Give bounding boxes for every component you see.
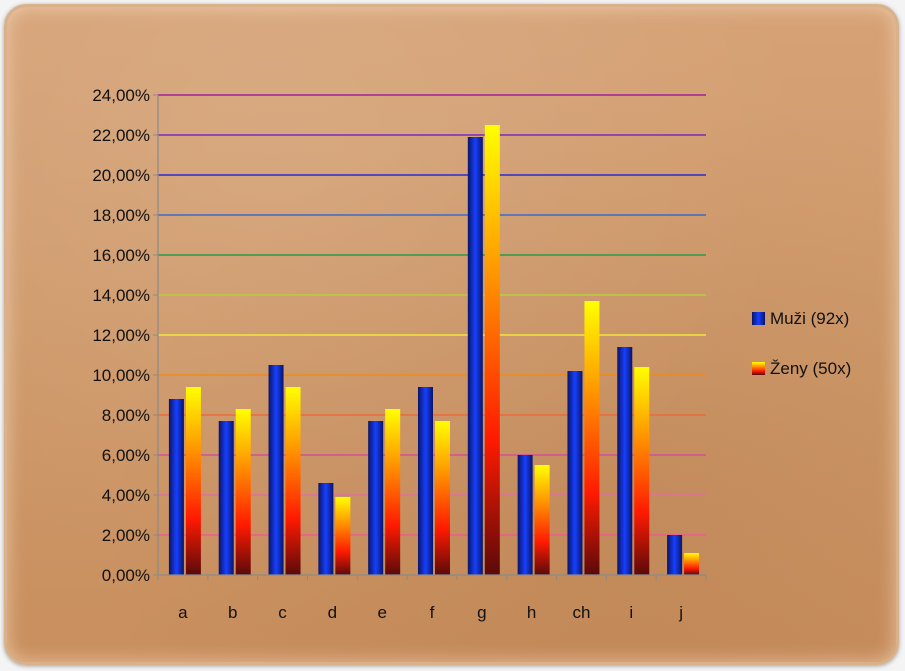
- bar-zeny-ch: [584, 301, 600, 575]
- bar-muzi-ch: [567, 371, 583, 575]
- bar-zeny-c: [285, 387, 301, 575]
- x-tick-label: i: [629, 603, 633, 622]
- bar-muzi-g: [467, 137, 483, 575]
- y-tick-label: 2,00%: [102, 526, 150, 545]
- bar-muzi-a: [168, 399, 184, 575]
- y-tick-label: 18,00%: [92, 206, 150, 225]
- y-tick-label: 16,00%: [92, 246, 150, 265]
- x-tick-label: d: [328, 603, 337, 622]
- x-tick-label: e: [377, 603, 386, 622]
- bar-zeny-a: [185, 387, 201, 575]
- axes: [157, 95, 706, 576]
- bar-zeny-i: [634, 367, 650, 575]
- bar-muzi-b: [218, 421, 234, 575]
- y-tick-label: 4,00%: [102, 486, 150, 505]
- bars: [168, 125, 700, 575]
- bar-muzi-d: [318, 483, 334, 575]
- bar-zeny-b: [235, 409, 251, 575]
- x-tick-label: a: [178, 603, 188, 622]
- y-tick-label: 12,00%: [92, 326, 150, 345]
- y-tick-label: 24,00%: [92, 86, 150, 105]
- legend-swatch-zeny: [752, 362, 765, 375]
- legend: Muži (92x) Ženy (50x): [752, 309, 851, 378]
- x-tick-label: h: [527, 603, 536, 622]
- legend-label-muzi: Muži (92x): [770, 309, 849, 328]
- x-tick-label: g: [477, 603, 486, 622]
- y-tick-label: 10,00%: [92, 366, 150, 385]
- bar-muzi-e: [368, 421, 384, 575]
- y-tick-label: 20,00%: [92, 166, 150, 185]
- legend-swatch-muzi: [752, 312, 765, 325]
- bar-zeny-g: [484, 125, 500, 575]
- y-tick-label: 6,00%: [102, 446, 150, 465]
- bar-zeny-h: [534, 465, 550, 575]
- bar-muzi-j: [667, 535, 683, 575]
- y-tick-label: 22,00%: [92, 126, 150, 145]
- y-tick-label: 14,00%: [92, 286, 150, 305]
- x-tick-label: b: [228, 603, 237, 622]
- x-tick-label: f: [430, 603, 435, 622]
- y-axis-ticks: 0,00% 2,00% 4,00% 6,00% 8,00% 10,00% 12,00% 14,…: [92, 86, 158, 585]
- x-tick-label: ch: [572, 603, 590, 622]
- bar-muzi-c: [268, 365, 284, 575]
- bar-zeny-e: [385, 409, 401, 575]
- bar-zeny-j: [684, 553, 700, 575]
- bar-zeny-f: [435, 421, 450, 575]
- bar-muzi-f: [418, 387, 433, 575]
- legend-label-zeny: Ženy (50x): [770, 359, 851, 378]
- bar-zeny-d: [335, 497, 351, 575]
- x-tick-label: c: [278, 603, 287, 622]
- x-axis-ticks: a b c d e f g h ch i j: [157, 575, 707, 622]
- y-tick-label: 0,00%: [102, 566, 150, 585]
- y-tick-label: 8,00%: [102, 406, 150, 425]
- x-tick-label: j: [678, 603, 683, 622]
- bar-muzi-i: [617, 347, 633, 575]
- bar-muzi-h: [517, 455, 533, 575]
